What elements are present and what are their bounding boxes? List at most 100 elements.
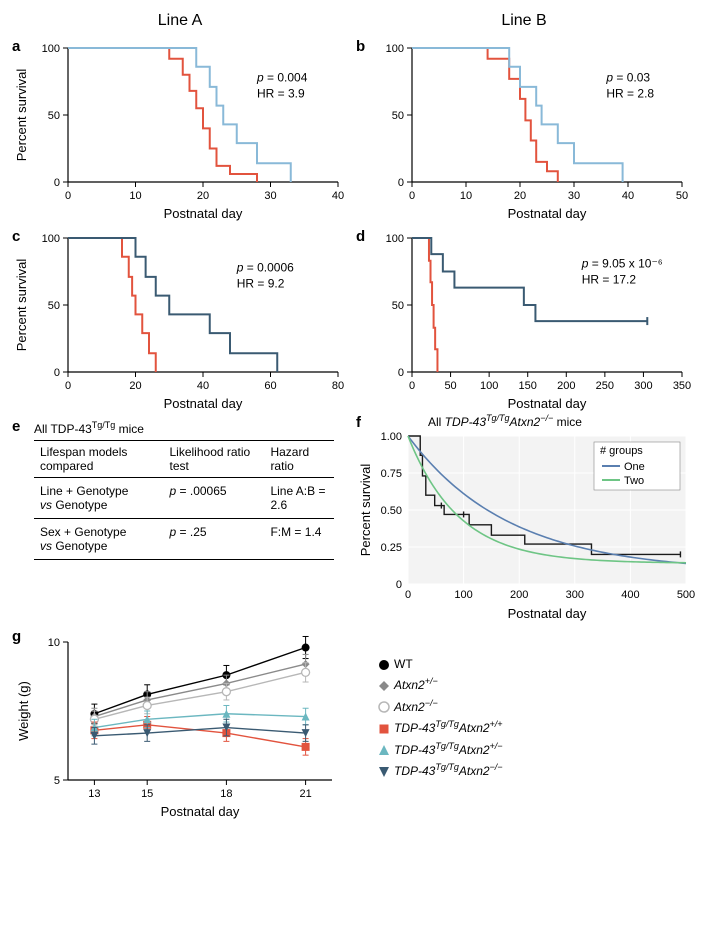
svg-text:50: 50 [676, 190, 688, 202]
svg-text:250: 250 [596, 380, 614, 392]
svg-text:20: 20 [514, 190, 526, 202]
legend-label: TDP-43Tg/TgAtxn2+/+ [394, 717, 503, 738]
svg-text:Percent survival: Percent survival [14, 69, 29, 162]
table-e: All TDP-43Tg/Tg mice Lifespan models com… [8, 414, 352, 566]
svg-text:10: 10 [48, 637, 60, 649]
table-e-row0: Line + Genotypevs Genotype p = .00065 Li… [34, 478, 334, 519]
table-e-r1c2: F:M = 1.4 [264, 519, 334, 560]
svg-text:p = 0.0006: p = 0.0006 [236, 261, 294, 275]
svg-text:300: 300 [566, 589, 584, 601]
panel-d-letter: d [356, 228, 365, 245]
svg-text:0.75: 0.75 [381, 468, 402, 480]
svg-text:Postnatal day: Postnatal day [164, 206, 243, 221]
legend-item: TDP-43Tg/TgAtxn2−/− [378, 760, 696, 781]
legend-marker-icon [378, 766, 388, 776]
chart-a: 010203040050100Postnatal dayPercent surv… [8, 34, 352, 224]
table-e-col2: Hazard ratio [264, 441, 334, 478]
panel-a-letter: a [12, 38, 20, 55]
table-e-r0c1: p = .00065 [164, 478, 265, 519]
svg-text:0: 0 [54, 367, 60, 379]
svg-text:p = 0.03: p = 0.03 [605, 71, 650, 85]
legend-label: TDP-43Tg/TgAtxn2+/− [394, 739, 503, 760]
legend-label: TDP-43Tg/TgAtxn2−/− [394, 760, 503, 781]
table-e-table: Lifespan models compared Likelihood rati… [34, 440, 334, 560]
panel-f: f All TDP-43Tg/TgAtxn2−/− mice 0 100 200 300… [352, 414, 696, 624]
column-head-line-a: Line A [8, 8, 352, 34]
svg-text:100: 100 [42, 43, 60, 55]
svg-text:0: 0 [409, 380, 415, 392]
svg-text:500: 500 [677, 589, 695, 601]
svg-text:40: 40 [622, 190, 634, 202]
svg-text:Postnatal day: Postnatal day [508, 206, 587, 221]
svg-text:80: 80 [332, 380, 344, 392]
panel-f-letter: f [356, 414, 361, 431]
svg-text:200: 200 [557, 380, 575, 392]
svg-text:400: 400 [621, 589, 639, 601]
svg-text:15: 15 [141, 788, 153, 800]
chart-f: All TDP-43Tg/TgAtxn2−/− mice 0 100 200 300 40… [352, 414, 696, 624]
svg-text:18: 18 [220, 788, 232, 800]
svg-text:50: 50 [392, 110, 404, 122]
chart-b: 01020304050050100Postnatal dayp = 0.03HR… [352, 34, 696, 224]
svg-text:50: 50 [48, 110, 60, 122]
svg-text:0: 0 [405, 589, 411, 601]
legend-item: Atxn2−/− [378, 696, 696, 717]
svg-text:300: 300 [634, 380, 652, 392]
svg-text:All TDP-43Tg/TgAtxn2−/− mice: All TDP-43Tg/TgAtxn2−/− mice [428, 414, 582, 429]
svg-text:1.00: 1.00 [381, 431, 402, 443]
svg-text:HR = 3.9: HR = 3.9 [257, 87, 305, 101]
svg-text:100: 100 [480, 380, 498, 392]
column-head-line-b: Line B [352, 8, 696, 34]
svg-text:40: 40 [332, 190, 344, 202]
svg-text:5: 5 [54, 775, 60, 787]
legend-item: WT [378, 654, 696, 674]
svg-text:0.25: 0.25 [381, 542, 402, 554]
legend-marker-icon [378, 744, 388, 754]
svg-text:40: 40 [197, 380, 209, 392]
svg-text:Two: Two [624, 475, 644, 487]
svg-text:100: 100 [454, 589, 472, 601]
svg-text:30: 30 [264, 190, 276, 202]
svg-text:0: 0 [398, 177, 404, 189]
legend-marker-icon [378, 680, 388, 690]
chart-c: 020406080050100Postnatal dayPercent surv… [8, 224, 352, 414]
legend-item: TDP-43Tg/TgAtxn2+/+ [378, 717, 696, 738]
table-e-row1: Sex + Genotypevs Genotype p = .25 F:M = … [34, 519, 334, 560]
panel-e: e All TDP-43Tg/Tg mice Lifespan models c… [8, 414, 352, 566]
legend-label: Atxn2+/− [394, 674, 438, 695]
svg-text:0: 0 [409, 190, 415, 202]
svg-text:60: 60 [264, 380, 276, 392]
row-ab: a 0 10 20 30 40 0 50 100 Postnatal day Percent su… [8, 34, 696, 224]
panel-e-letter: e [12, 418, 20, 435]
svg-text:50: 50 [48, 300, 60, 312]
svg-text:200: 200 [510, 589, 528, 601]
svg-text:100: 100 [42, 233, 60, 245]
panel-d: d 050100150200250300350050100Postnatal d… [352, 224, 696, 414]
svg-text:HR = 17.2: HR = 17.2 [582, 272, 637, 286]
svg-text:# groups: # groups [600, 445, 643, 457]
svg-text:50: 50 [392, 300, 404, 312]
panel-g: g 13151821510Postnatal dayWeight (g) [8, 624, 352, 824]
svg-text:0: 0 [65, 190, 71, 202]
column-headings: Line A Line B [8, 8, 696, 34]
row-g-legend: g 13151821510Postnatal dayWeight (g) WTA… [8, 624, 696, 824]
svg-text:0: 0 [54, 177, 60, 189]
svg-text:50: 50 [444, 380, 456, 392]
panel-c: c 020406080050100Postnatal dayPercent su… [8, 224, 352, 414]
chart-g: 13151821510Postnatal dayWeight (g) [8, 624, 352, 824]
svg-text:30: 30 [568, 190, 580, 202]
legend-main: WTAtxn2+/−Atxn2−/−TDP-43Tg/TgAtxn2+/+TDP… [352, 624, 696, 781]
svg-text:100: 100 [386, 43, 404, 55]
svg-text:Postnatal day: Postnatal day [164, 396, 243, 411]
svg-text:100: 100 [386, 233, 404, 245]
svg-text:HR = 9.2: HR = 9.2 [237, 277, 285, 291]
panel-b-letter: b [356, 38, 365, 55]
svg-text:0: 0 [398, 367, 404, 379]
svg-text:One: One [624, 461, 645, 473]
panel-c-letter: c [12, 228, 20, 245]
panel-b: b 01020304050050100Postnatal dayp = 0.03… [352, 34, 696, 224]
svg-text:Percent survival: Percent survival [358, 464, 373, 557]
svg-text:10: 10 [129, 190, 141, 202]
svg-text:0: 0 [396, 579, 402, 591]
legend-label: Atxn2−/− [394, 696, 438, 717]
